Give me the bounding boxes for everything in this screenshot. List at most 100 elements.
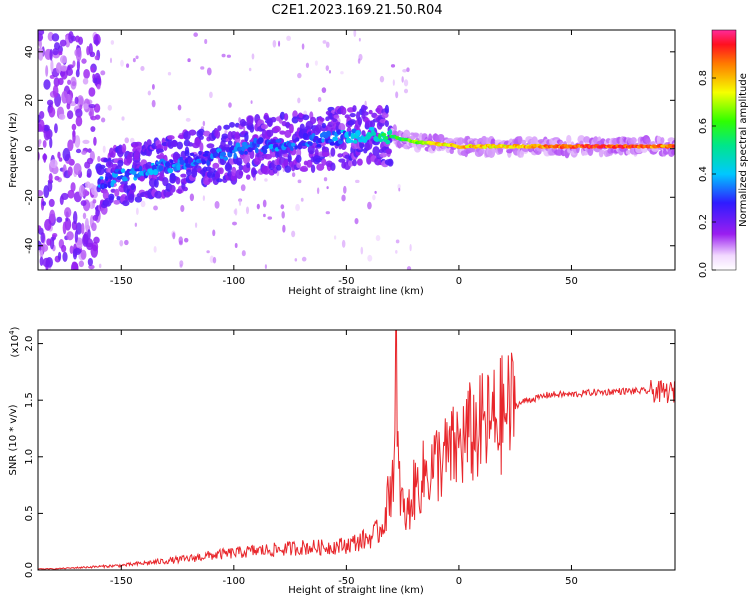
spectrogram-cell: [135, 55, 139, 60]
spectrogram-cell: [76, 95, 84, 108]
spectrogram-cell: [316, 143, 322, 148]
spectrogram-cell: [48, 106, 56, 118]
spectrogram-cell: [216, 178, 223, 183]
spectrogram-cell: [566, 134, 572, 144]
spectrogram-cell: [279, 111, 286, 120]
spectrogram-cell: [295, 154, 302, 163]
spectrogram-cell: [214, 152, 219, 157]
spectrogram-cell: [284, 129, 292, 138]
spectrogram-cell: [52, 232, 58, 238]
spectrogram-cell: [99, 176, 104, 180]
spectrogram-cell: [388, 129, 393, 136]
spectrogram-cell: [122, 200, 130, 207]
colorbar-ticks: 0.0 0.2 0.4 0.6 0.8: [698, 70, 716, 278]
spectrogram-cell: [384, 136, 389, 140]
spectrogram-cell: [132, 58, 136, 63]
y-tick-label: 0.5: [24, 505, 35, 521]
spectrogram-cell: [300, 165, 308, 172]
x-tick-label: -50: [338, 276, 354, 287]
spectrogram-cell: [581, 151, 589, 156]
spectrogram-cell: [154, 190, 163, 199]
spectrogram-cell: [38, 190, 44, 197]
spectrogram-cell: [138, 165, 143, 172]
spectrogram-cell: [275, 139, 282, 143]
spectrogram-cell: [38, 119, 45, 132]
spectrogram-cell: [291, 172, 296, 178]
spectrogram-xlabel: Height of straight line (km): [288, 286, 424, 297]
spectrogram-cell: [93, 39, 100, 45]
spectrogram-cell: [177, 104, 182, 111]
spectrogram-cell: [187, 58, 191, 63]
spectrogram-cell: [264, 178, 268, 182]
spectrogram-cell: [290, 146, 294, 151]
spectrogram-cell: [75, 115, 83, 127]
spectrogram-cell: [374, 190, 377, 194]
spectrogram-cell: [39, 256, 44, 267]
spectrogram-cell: [272, 39, 277, 48]
spectrogram-cell: [55, 62, 62, 74]
spectrogram-cell: [111, 179, 117, 184]
spectrogram-cell: [109, 57, 113, 64]
spectrogram-cell: [44, 219, 52, 231]
spectrogram-cell: [235, 157, 243, 166]
spectrogram-cell: [671, 144, 675, 148]
spectrogram-cell: [179, 159, 186, 165]
spectrogram-cell: [356, 158, 363, 166]
spectrogram-cell: [166, 135, 175, 140]
spectrogram-cell: [41, 201, 47, 206]
spectrogram-cell: [234, 242, 238, 248]
spectrogram-cell: [124, 137, 130, 144]
spectrogram-cell: [282, 224, 286, 233]
spectrogram-cell: [630, 137, 637, 144]
spectrogram-cell: [147, 90, 151, 96]
spectrogram-cell: [248, 67, 252, 72]
spectrogram-cell: [48, 198, 55, 208]
spectrogram-cell: [286, 35, 291, 41]
spectrogram-cell: [360, 246, 364, 255]
spectrogram-cell: [285, 121, 291, 129]
spectrogram-cell: [203, 175, 211, 186]
spectrogram-cell: [301, 256, 307, 262]
spectrogram-cell: [124, 239, 129, 246]
spectrogram-cell: [246, 162, 251, 169]
spectrogram-cell: [202, 195, 206, 201]
spectrogram-cell: [65, 94, 73, 105]
spectrogram-cell: [134, 196, 143, 203]
spectrogram-cell: [186, 169, 192, 177]
spectrogram-cell: [201, 160, 207, 165]
spectrogram-cell: [92, 214, 99, 222]
spectrogram-cell: [121, 116, 125, 121]
spectrogram-cell: [198, 128, 205, 136]
spectrogram-cell: [350, 132, 355, 140]
spectrogram-cell: [671, 149, 675, 155]
spectrogram-cell: [240, 184, 246, 192]
spectrogram-cell: [92, 199, 97, 204]
spectrogram-cell: [289, 123, 294, 134]
spectrogram-cell: [120, 59, 124, 67]
figure-title: C2E1.2023.169.21.50.R04: [271, 3, 442, 18]
colorbar-tick-label: 0.8: [698, 70, 709, 86]
spectrogram-cell: [152, 168, 159, 176]
spectrogram-cell: [83, 68, 90, 79]
spectrogram-cell: [202, 153, 209, 157]
spectrogram-cell: [340, 71, 344, 75]
spectrogram-cell: [90, 185, 99, 196]
spectrogram-cell: [62, 221, 67, 235]
spectrogram-cell: [57, 77, 64, 86]
colorbar-label: Normalized spectral amplitude: [738, 73, 749, 227]
spectrogram-cell: [74, 96, 79, 105]
spectrogram-cell: [81, 58, 87, 64]
spectrogram-cell: [126, 63, 130, 68]
spectrogram-cell: [75, 69, 80, 78]
spectrogram-cell: [92, 73, 96, 81]
spectrogram-cell: [193, 32, 198, 37]
spectrogram-cell: [87, 148, 92, 153]
spectrogram-cell: [54, 175, 60, 181]
spectrogram-cell: [78, 260, 85, 268]
spectrogram-cell: [305, 62, 310, 69]
spectrogram-cell: [58, 51, 63, 56]
spectrogram-cell: [66, 110, 74, 120]
spectrogram-cell: [352, 159, 357, 167]
spectrogram-cell: [40, 231, 45, 244]
spectrogram-cell: [577, 135, 586, 144]
